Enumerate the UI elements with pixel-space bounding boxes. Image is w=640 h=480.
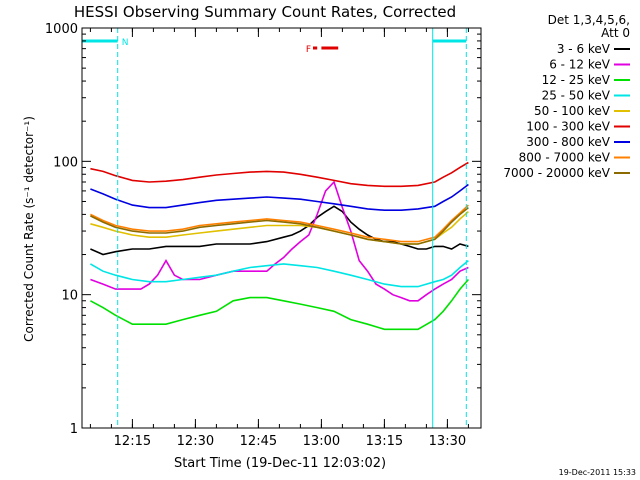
x-tick-label: 12:30 bbox=[177, 434, 214, 449]
x-tick-label: 12:45 bbox=[240, 434, 277, 449]
series-line-7 bbox=[90, 204, 469, 243]
x-tick-label: 13:15 bbox=[366, 434, 403, 449]
chart-title: HESSI Observing Summary Count Rates, Cor… bbox=[74, 3, 456, 21]
y-axis-label: Corrected Count Rate (s⁻¹ detector⁻¹) bbox=[22, 116, 36, 342]
series-line-2 bbox=[90, 278, 470, 331]
legend-label-4: 50 - 100 keV bbox=[534, 104, 611, 118]
series-line-3 bbox=[89, 259, 469, 288]
x-axis-label: Start Time (19-Dec-11 12:03:02) bbox=[174, 456, 386, 471]
x-tick-label: 13:00 bbox=[303, 434, 340, 449]
legend-label-2: 12 - 25 keV bbox=[542, 73, 611, 87]
x-tick-label: 13:30 bbox=[429, 434, 466, 449]
legend-label-7: 800 - 7000 keV bbox=[519, 151, 611, 165]
series-line-8 bbox=[90, 206, 469, 245]
series-line-4 bbox=[90, 210, 469, 245]
legend-header-detectors: Det 1,3,4,5,6, bbox=[548, 13, 630, 27]
legend-label-6: 300 - 800 keV bbox=[526, 135, 610, 149]
series-line-5 bbox=[90, 161, 469, 188]
y-tick-label: 10 bbox=[61, 289, 78, 304]
plot-area: NF bbox=[81, 28, 470, 428]
legend-label-0: 3 - 6 keV bbox=[557, 42, 611, 56]
series-line-6 bbox=[90, 183, 469, 211]
legend-label-8: 7000 - 20000 keV bbox=[503, 166, 610, 180]
legend-header-attenuator: Att 0 bbox=[601, 26, 630, 40]
legend-label-3: 25 - 50 keV bbox=[542, 89, 611, 103]
y-tick-label: 1 bbox=[70, 422, 78, 437]
plot-frame bbox=[81, 27, 482, 429]
footer-date: 19-Dec-2011 15:33 bbox=[559, 468, 636, 477]
axes: 1 10 100 1000 12:15 12:30 12:45 13:00 13:15 13:30 bbox=[45, 22, 482, 449]
night-flag-label: N bbox=[122, 38, 129, 48]
legend-label-5: 100 - 300 keV bbox=[526, 120, 610, 134]
x-tick-label: 12:15 bbox=[114, 434, 151, 449]
flare-flag-label: F bbox=[306, 45, 311, 55]
y-tick-label: 1000 bbox=[45, 22, 78, 37]
legend-label-1: 6 - 12 keV bbox=[549, 58, 611, 72]
y-tick-label: 100 bbox=[53, 155, 78, 170]
series-line-0 bbox=[90, 205, 469, 256]
series-line-1 bbox=[90, 180, 469, 302]
